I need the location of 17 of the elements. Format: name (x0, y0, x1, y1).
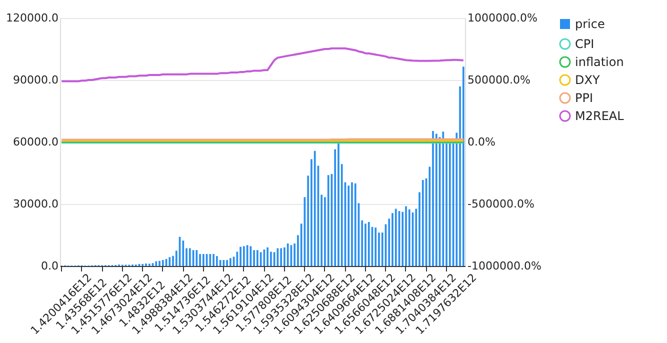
y2-tick-label: 500000.0% (468, 74, 530, 86)
legend-label: inflation (575, 55, 624, 69)
y2-tick-label: -1000000.0% (468, 260, 542, 272)
y-tick-label: 120000.0 (6, 12, 58, 24)
y2-tick-label: 1000000.0% (468, 12, 538, 24)
y-tick-label: 0.0 (41, 260, 58, 272)
legend-label: price (575, 17, 605, 31)
legend-label: PPI (575, 91, 594, 105)
legend-label: DXY (575, 73, 600, 87)
y-tick-label: 90000.0 (13, 74, 58, 86)
y2-tick-label: -500000.0% (468, 198, 534, 210)
legend-label: CPI (575, 37, 594, 51)
y2-tick-label: 0.0% (468, 136, 496, 148)
line-series (60, 47, 464, 82)
y-tick-label: 60000.0 (13, 136, 58, 148)
legend-label: M2REAL (575, 109, 624, 123)
y-tick-label: 30000.0 (13, 198, 58, 210)
